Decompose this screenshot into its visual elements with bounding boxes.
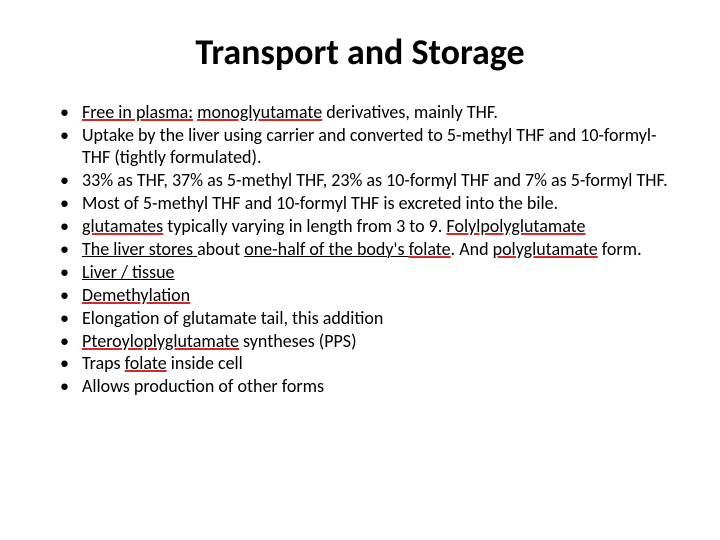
bullet-text-segment: glutamates <box>82 215 163 237</box>
bullet-text-segment: Most of 5-methyl THF and 10-formyl THF i… <box>82 192 558 214</box>
bullet-text-segment: Liver / tissue <box>82 261 175 283</box>
bullet-item: Elongation of glutamate tail, this addit… <box>82 308 680 330</box>
bullet-text-segment: one-half of the body's <box>244 238 408 260</box>
bullet-text-segment: derivatives, mainly THF. <box>322 101 498 123</box>
bullet-text-segment: polyglutamate <box>493 238 598 260</box>
bullet-item: The liver stores about one-half of the b… <box>82 239 680 261</box>
bullet-text-segment: folate <box>409 238 451 260</box>
bullet-item: Traps folate inside cell <box>82 353 680 375</box>
bullet-text-segment: Allows production of other forms <box>82 375 324 397</box>
slide-title: Transport and Storage <box>40 30 680 74</box>
bullet-text-segment: Traps <box>82 352 125 374</box>
bullet-text-segment: Elongation of glutamate tail, this addit… <box>82 307 383 329</box>
bullet-item: Allows production of other forms <box>82 376 680 398</box>
bullet-item: Liver / tissue <box>82 262 680 284</box>
bullet-text-segment: Pteroyloplyglutamate <box>82 330 239 352</box>
bullet-text-segment: folate <box>125 352 167 374</box>
bullet-item: Pteroyloplyglutamate syntheses (PPS) <box>82 331 680 353</box>
bullet-text-segment: typically varying in length from 3 to 9. <box>163 215 446 237</box>
bullet-text-segment: syntheses (PPS) <box>239 330 357 352</box>
bullet-text-segment: Folylpolyglutamate <box>446 215 585 237</box>
bullet-item: glutamates typically varying in length f… <box>82 216 680 238</box>
bullet-item: Free in plasma: monoglyutamate derivativ… <box>82 102 680 124</box>
bullet-text-segment: about <box>197 238 244 260</box>
bullet-text-segment: monoglyutamate <box>197 101 322 123</box>
bullet-item: Most of 5-methyl THF and 10-formyl THF i… <box>82 193 680 215</box>
bullet-text-segment: 33% as THF, 37% as 5-methyl THF, 23% as … <box>82 169 668 191</box>
bullet-text-segment: inside cell <box>167 352 243 374</box>
bullet-text-segment: Demethylation <box>82 284 190 306</box>
bullet-list: Free in plasma: monoglyutamate derivativ… <box>40 102 680 398</box>
bullet-text-segment: Uptake by the liver using carrier and co… <box>82 124 657 168</box>
bullet-text-segment: Free in plasma: <box>82 101 193 123</box>
bullet-text-segment: form. <box>598 238 642 260</box>
bullet-item: Demethylation <box>82 285 680 307</box>
bullet-text-segment: The liver stores <box>82 238 197 260</box>
bullet-item: 33% as THF, 37% as 5-methyl THF, 23% as … <box>82 170 680 192</box>
bullet-text-segment: . And <box>451 238 493 260</box>
bullet-item: Uptake by the liver using carrier and co… <box>82 125 680 169</box>
